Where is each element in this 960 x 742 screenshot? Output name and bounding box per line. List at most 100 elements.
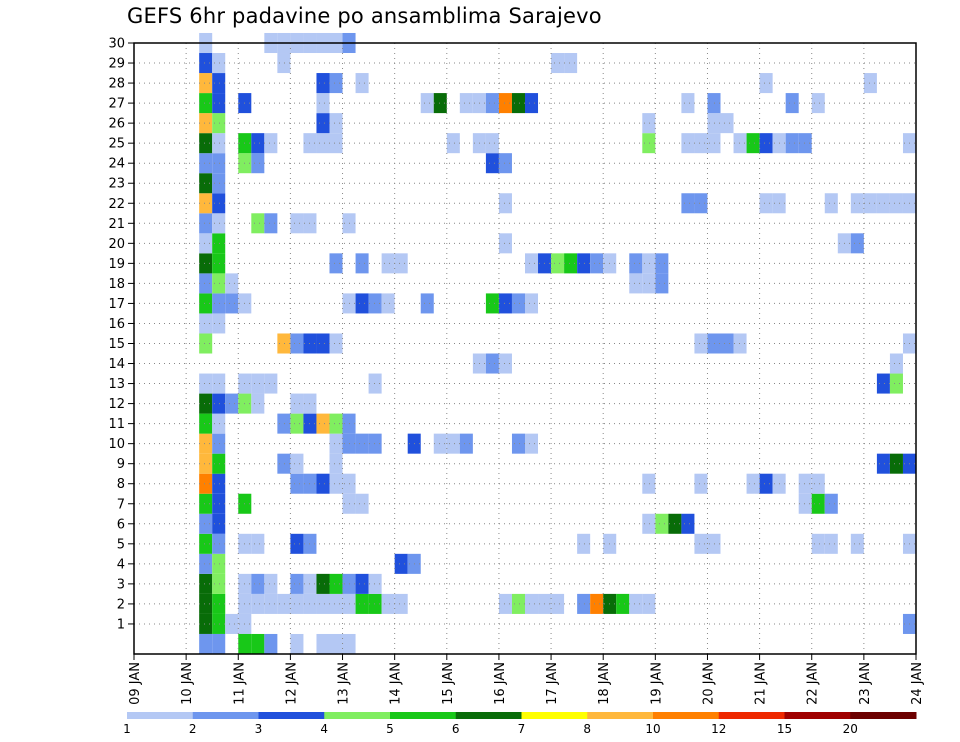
heatmap-cell	[212, 193, 226, 214]
heatmap-cell	[199, 113, 213, 134]
heatmap-cell	[225, 613, 239, 634]
heatmap-cell	[694, 133, 708, 154]
heatmap-cell	[212, 453, 226, 474]
heatmap-cell	[889, 353, 903, 374]
heatmap-cell	[199, 313, 213, 334]
x-tick-label: 24 JAN	[910, 662, 925, 705]
colorbar-label: 6	[452, 722, 460, 736]
cells-layer	[199, 32, 916, 654]
heatmap-cell	[329, 633, 343, 654]
heatmap-cell	[642, 133, 656, 154]
x-tick-label: 16 JAN	[493, 662, 508, 705]
y-tick-label: 10	[108, 437, 125, 452]
heatmap-cell	[199, 153, 213, 174]
heatmap-cell	[498, 293, 512, 314]
heatmap-cell	[798, 473, 812, 494]
colorbar-swatch	[850, 712, 917, 719]
grid-layer	[134, 42, 916, 654]
y-tick-label: 23	[108, 177, 125, 192]
y-tick-label: 27	[108, 97, 125, 112]
heatmap-cell	[264, 213, 278, 234]
heatmap-cell	[199, 333, 213, 354]
heatmap-cell	[525, 93, 539, 114]
heatmap-cell	[394, 593, 408, 614]
heatmap-cell	[290, 393, 304, 414]
heatmap-cell	[251, 573, 265, 594]
x-tick-label: 15 JAN	[441, 662, 456, 705]
heatmap-cell	[212, 433, 226, 454]
heatmap-cell	[525, 433, 539, 454]
x-tick-label: 14 JAN	[389, 662, 404, 705]
heatmap-cell	[642, 273, 656, 294]
heatmap-cell	[316, 573, 330, 594]
heatmap-cell	[498, 153, 512, 174]
heatmap-cell	[590, 253, 604, 274]
colorbar-label: 15	[777, 722, 792, 736]
heatmap-cell	[212, 513, 226, 534]
heatmap-cell	[212, 133, 226, 154]
colorbar-label: 7	[518, 722, 526, 736]
colorbar-swatch	[324, 712, 391, 719]
heatmap-cell	[329, 433, 343, 454]
heatmap-cell	[485, 93, 499, 114]
heatmap-cell	[485, 293, 499, 314]
heatmap-cell	[329, 133, 343, 154]
heatmap-cell	[616, 593, 630, 614]
heatmap-cell	[199, 233, 213, 254]
heatmap-cell	[199, 433, 213, 454]
heatmap-cell	[889, 373, 903, 394]
heatmap-cell	[212, 173, 226, 194]
heatmap-cell	[368, 573, 382, 594]
heatmap-cell	[889, 193, 903, 214]
heatmap-cell	[577, 593, 591, 614]
heatmap-cell	[251, 373, 265, 394]
heatmap-cell	[655, 273, 669, 294]
heatmap-cell	[329, 453, 343, 474]
heatmap-cell	[459, 93, 473, 114]
heatmap-cell	[876, 453, 890, 474]
heatmap-cell	[394, 253, 408, 274]
heatmap-cell	[733, 133, 747, 154]
heatmap-cell	[485, 353, 499, 374]
heatmap-cell	[485, 133, 499, 154]
y-tick-label: 2	[117, 597, 125, 612]
heatmap-cell	[707, 333, 721, 354]
heatmap-cell	[199, 173, 213, 194]
heatmap-cell	[212, 493, 226, 514]
y-tick-label: 12	[108, 397, 125, 412]
heatmap-cell	[655, 253, 669, 274]
x-tick-label: 10 JAN	[180, 662, 195, 705]
heatmap-cell	[251, 533, 265, 554]
heatmap-cell	[264, 133, 278, 154]
heatmap-cell	[863, 73, 877, 94]
y-tick-label: 25	[108, 137, 125, 152]
heatmap-cell	[876, 193, 890, 214]
heatmap-cell	[811, 533, 825, 554]
heatmap-cell	[811, 93, 825, 114]
y-tick-label: 22	[108, 197, 125, 212]
heatmap-cell	[199, 633, 213, 654]
heatmap-cell	[316, 633, 330, 654]
heatmap-cell	[850, 233, 864, 254]
heatmap-cell	[264, 593, 278, 614]
heatmap-cell	[824, 193, 838, 214]
heatmap-cell	[290, 533, 304, 554]
heatmap-cell	[199, 73, 213, 94]
y-tick-label: 29	[108, 57, 125, 72]
heatmap-cell	[394, 553, 408, 574]
heatmap-cell	[277, 413, 291, 434]
heatmap-cell	[199, 593, 213, 614]
heatmap-cell	[642, 593, 656, 614]
heatmap-cell	[694, 473, 708, 494]
heatmap-cell	[511, 433, 525, 454]
colorbar-label: 12	[711, 722, 726, 736]
heatmap-cell	[199, 613, 213, 634]
heatmap-cell	[316, 473, 330, 494]
heatmap-cell	[316, 333, 330, 354]
heatmap-cell	[707, 133, 721, 154]
heatmap-cell	[212, 233, 226, 254]
heatmap-cell	[329, 573, 343, 594]
y-tick-label: 20	[108, 237, 125, 252]
heatmap-cell	[707, 533, 721, 554]
heatmap-cell	[329, 473, 343, 494]
